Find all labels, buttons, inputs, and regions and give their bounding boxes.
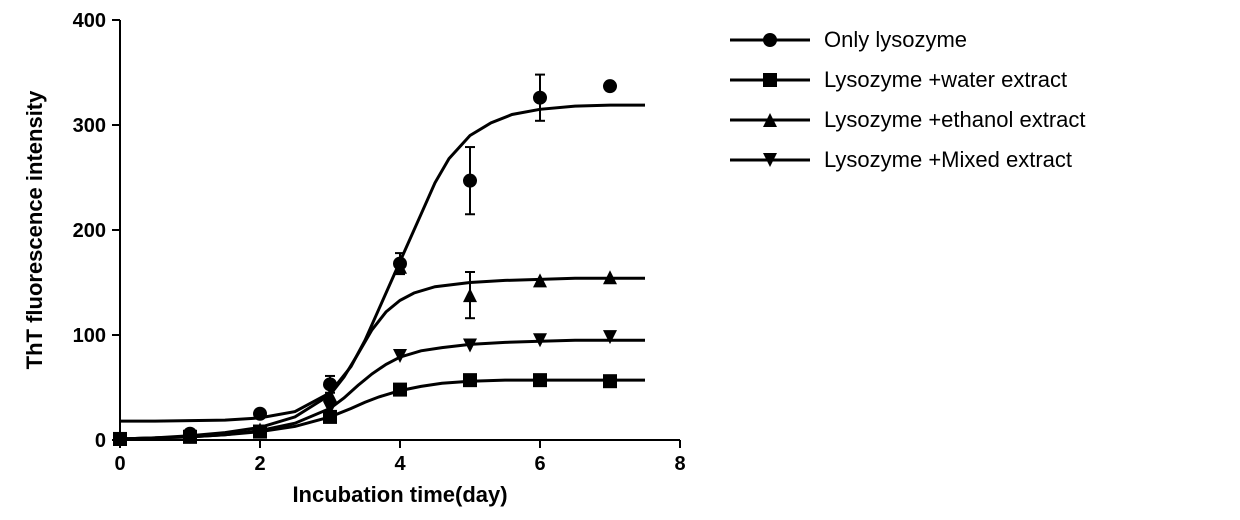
legend-label: Lysozyme +Mixed extract — [824, 147, 1072, 173]
y-axis-title: ThT fluorescence intensity — [22, 90, 47, 369]
series-only-lysozyme-marker — [533, 91, 547, 105]
x-tick-label: 8 — [674, 453, 685, 475]
series-water-extract-marker — [603, 374, 617, 388]
legend-swatch — [730, 68, 810, 92]
series-only-lysozyme-marker — [463, 174, 477, 188]
legend-marker-triangle-up-icon — [763, 113, 777, 127]
series-water-extract-marker — [463, 373, 477, 387]
legend-label: Lysozyme +ethanol extract — [824, 107, 1086, 133]
legend-marker-circle-icon — [763, 33, 777, 47]
series-mixed-extract-marker — [603, 330, 617, 344]
series-only-lysozyme-marker — [253, 407, 267, 421]
x-axis-title: Incubation time(day) — [292, 482, 507, 507]
legend-item-water-extract: Lysozyme +water extract — [730, 60, 1086, 100]
y-tick-label: 400 — [73, 10, 106, 32]
legend-marker-triangle-down-icon — [763, 153, 777, 167]
figure-container: 0 2 4 6 8 0 100 200 300 400 Incubation time(day) Th… — [0, 0, 1240, 520]
series-ethanol-extract-marker — [463, 288, 477, 302]
series-only-lysozyme-marker — [603, 79, 617, 93]
legend-item-ethanol-extract: Lysozyme +ethanol extract — [730, 100, 1086, 140]
legend-item-mixed-extract: Lysozyme +Mixed extract — [730, 140, 1086, 180]
legend-marker-square-icon — [763, 73, 777, 87]
x-tick-label: 4 — [394, 453, 406, 475]
y-tick-label: 0 — [95, 430, 106, 452]
legend-item-only-lysozyme: Only lysozyme — [730, 20, 1086, 60]
axes — [120, 20, 680, 440]
chart-legend: Only lysozyme Lysozyme +water extract Ly… — [730, 20, 1086, 180]
legend-swatch — [730, 108, 810, 132]
legend-swatch — [730, 148, 810, 172]
series-water-extract-marker — [533, 373, 547, 387]
y-tick-label: 200 — [73, 220, 106, 242]
x-tick-label: 2 — [254, 453, 265, 475]
legend-label: Lysozyme +water extract — [824, 67, 1067, 93]
legend-label: Only lysozyme — [824, 27, 967, 53]
x-tick-label: 0 — [114, 453, 125, 475]
x-tick-label: 6 — [534, 453, 545, 475]
series-mixed-extract-line — [120, 340, 645, 439]
legend-swatch — [730, 28, 810, 52]
series-water-extract-line — [120, 380, 645, 439]
y-tick-label: 100 — [73, 325, 106, 347]
y-tick-label: 300 — [73, 115, 106, 137]
series-water-extract-marker — [393, 383, 407, 397]
series-only-lysozyme-line — [120, 105, 645, 421]
